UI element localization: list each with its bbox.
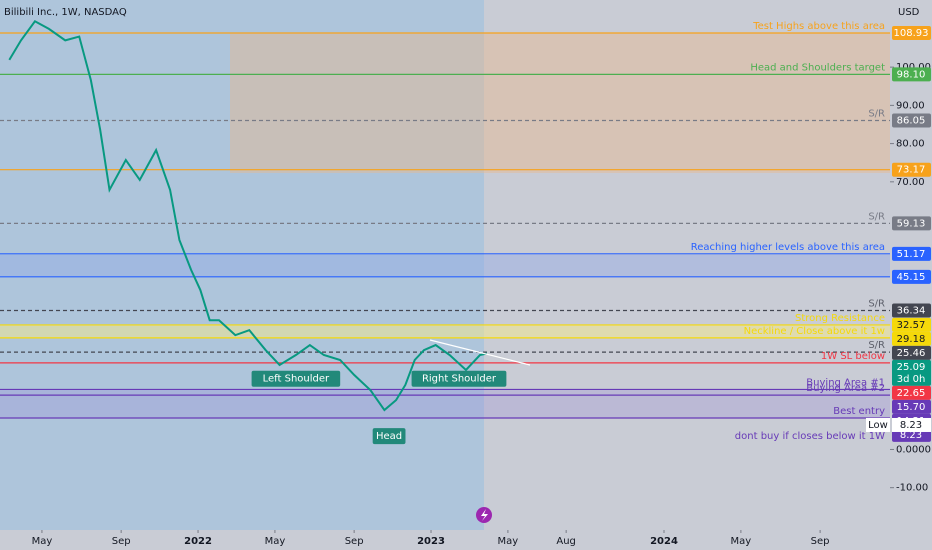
low-tag — [866, 417, 890, 432]
annotation-box — [251, 370, 341, 387]
price-tag-label: 29.18 — [897, 334, 926, 345]
x-tick-label: Sep — [112, 536, 131, 547]
low-price-tag — [892, 417, 931, 432]
price-tag-label: 98.10 — [897, 69, 926, 80]
level-text: Best entry — [833, 406, 885, 417]
price-tag — [892, 25, 931, 40]
chart-title: Bilibili Inc., 1W, NASDAQ — [4, 7, 127, 18]
price-tag — [892, 67, 931, 82]
x-tick-label: May — [498, 536, 519, 547]
level-text: Buying Area #2 — [806, 383, 885, 394]
price-tag-label: 8.23 — [900, 430, 922, 441]
y-tick-label: 80.00 — [896, 139, 925, 150]
price-tag-label: 45.15 — [897, 272, 926, 283]
x-tick-label: 2023 — [417, 536, 445, 547]
countdown: 3d 0h — [897, 374, 926, 385]
price-tag-label: 86.05 — [897, 115, 926, 126]
price-tag — [892, 162, 931, 177]
y-tick-label: 0.0000 — [896, 444, 931, 455]
level-text: S/R — [868, 299, 885, 310]
level-text: Head and Shoulders target — [750, 62, 885, 73]
price-tag-label: 32.57 — [897, 320, 926, 331]
price-tag-label: 15.70 — [897, 402, 926, 413]
annotation-box — [411, 370, 507, 387]
x-tick-label: Aug — [556, 536, 576, 547]
level-text: S/R — [868, 340, 885, 351]
price-line — [8, 19, 488, 412]
level-text: Neckline / Close above it 1w — [744, 326, 885, 337]
low-price-label: 8.23 — [900, 420, 922, 431]
price-tag — [892, 345, 931, 360]
axis-unit: USD — [898, 7, 920, 18]
level-text: S/R — [868, 211, 885, 222]
x-tick-label: May — [731, 536, 752, 547]
price-tag-label: 51.17 — [897, 249, 926, 260]
price-tag — [892, 317, 931, 332]
alert-icon-bolt — [481, 509, 488, 521]
level-text: Buying Area #1 — [806, 377, 885, 388]
level-text: Test Highs above this area — [752, 21, 885, 32]
price-tag-label: 25.46 — [897, 348, 926, 359]
price-tag — [892, 385, 931, 400]
price-tag-label: 22.65 — [897, 388, 926, 399]
resistance-zone — [0, 325, 890, 338]
price-tag-label: 25.09 — [897, 362, 926, 373]
level-text: S/R — [868, 108, 885, 119]
price-tag-label: 108.93 — [894, 28, 929, 39]
x-tick-label: May — [265, 536, 286, 547]
level-text: 1W SL below — [821, 351, 885, 362]
price-tag — [892, 246, 931, 261]
target-zone — [230, 33, 890, 173]
blue-zone — [0, 255, 890, 277]
price-tag-label: 59.13 — [897, 218, 926, 229]
annotation-text: Right Shoulder — [422, 374, 497, 385]
x-tick-label: Sep — [811, 536, 830, 547]
price-tag — [892, 331, 931, 346]
y-tick-label: 70.00 — [896, 177, 925, 188]
price-tag-label: 36.34 — [897, 306, 926, 317]
price-tag — [892, 216, 931, 231]
y-tick-label: -10.00 — [896, 483, 928, 494]
x-tick-label: May — [32, 536, 53, 547]
annotation-text: Left Shoulder — [263, 374, 330, 385]
y-tick-label: 90.00 — [896, 100, 925, 111]
annotation-box — [372, 428, 406, 445]
level-note: dont buy if closes below it 1W — [735, 431, 885, 442]
price-tag — [892, 359, 931, 386]
annotation-text: Head — [376, 431, 402, 442]
x-tick-label: 2022 — [184, 536, 212, 547]
level-text: Reaching higher levels above this area — [691, 242, 885, 253]
level-text: Strong Resistance — [795, 313, 885, 324]
time-axis — [0, 530, 932, 550]
price-tag — [892, 113, 931, 128]
price-tag-label: 73.17 — [897, 165, 926, 176]
price-tag — [892, 399, 931, 414]
x-tick-label: Sep — [345, 536, 364, 547]
price-tag — [892, 269, 931, 284]
x-tick-label: 2024 — [650, 536, 678, 547]
price-tag — [892, 303, 931, 318]
trend-line — [429, 339, 531, 366]
buying-zone — [0, 390, 890, 418]
low-text: Low — [868, 420, 888, 431]
